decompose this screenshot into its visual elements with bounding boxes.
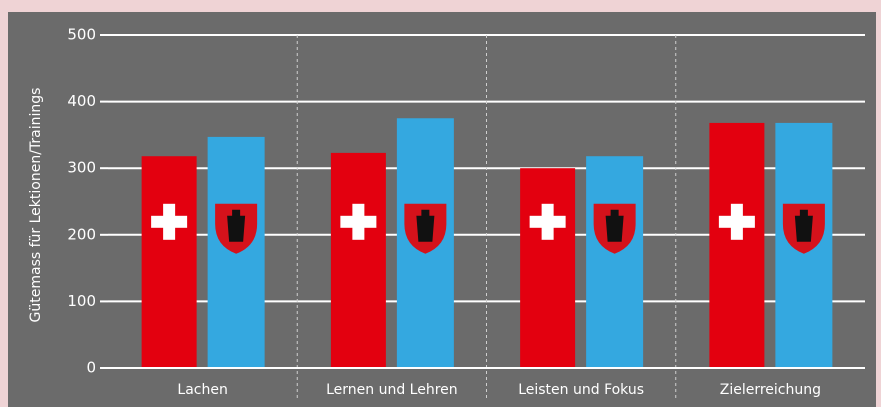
shield-figure <box>605 209 624 242</box>
bar <box>520 168 576 368</box>
y-tick-label: 400 <box>67 92 96 110</box>
bar <box>141 156 197 368</box>
bar <box>586 156 644 368</box>
x-tick-label: Zielerreichung <box>720 382 821 398</box>
shield-figure <box>416 209 435 242</box>
y-tick-label: 300 <box>67 159 96 177</box>
y-tick-label: 500 <box>67 26 96 44</box>
bar <box>709 122 765 368</box>
y-tick-label: 0 <box>86 359 96 377</box>
y-tick-label: 200 <box>67 225 96 243</box>
cross-icon <box>151 215 188 228</box>
x-tick-label: Leisten und Fokus <box>518 382 644 398</box>
y-axis-label: Gütemass für Lektionen/Trainings <box>28 88 44 323</box>
cross-icon <box>529 215 566 228</box>
x-tick-label: Lachen <box>177 382 227 398</box>
y-tick-label: 100 <box>67 292 96 310</box>
cross-icon <box>718 215 755 228</box>
shield-figure <box>794 209 813 242</box>
cross-icon <box>340 215 377 228</box>
x-tick-label: Lernen und Lehren <box>326 382 458 398</box>
shield-figure <box>227 209 246 242</box>
bar <box>330 152 386 368</box>
